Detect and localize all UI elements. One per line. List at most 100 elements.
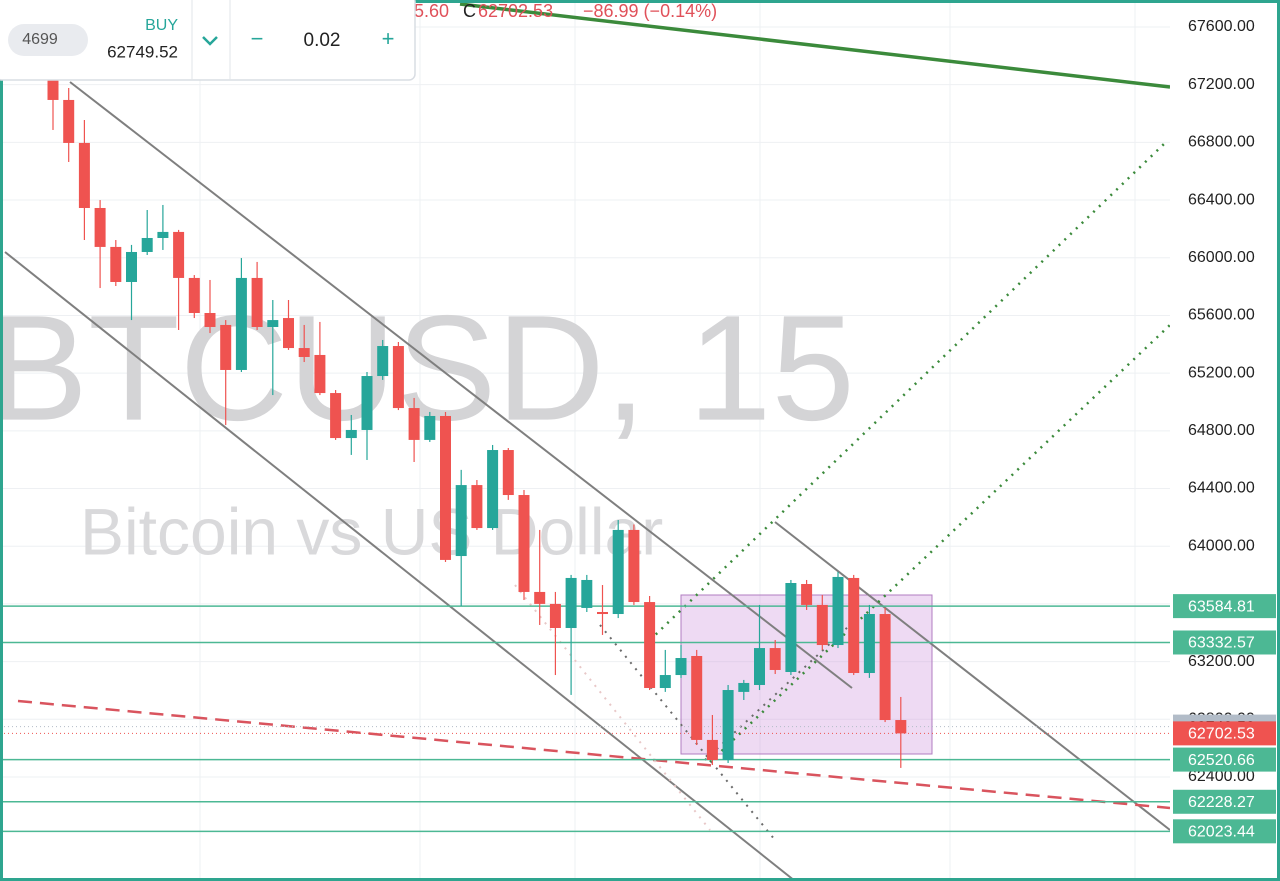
price-tags: 63584.81 63332.57 62520.66 62228.27 62023.44… <box>1173 594 1276 844</box>
candle-body <box>785 583 797 673</box>
buy-price[interactable]: 62749.52 <box>107 42 178 61</box>
candle-body <box>895 720 907 734</box>
candle-body <box>769 648 781 670</box>
price-level-label: 62520.66 <box>1188 752 1255 769</box>
price-levels <box>0 605 1170 833</box>
candle-body <box>330 393 342 439</box>
candle-body <box>738 682 750 692</box>
candle-body <box>173 231 185 278</box>
candle-body <box>722 690 734 760</box>
grid <box>0 26 1170 778</box>
y-tick-label: 66400.00 <box>1188 191 1255 208</box>
price-level-label-box <box>1173 630 1276 655</box>
candle-body <box>314 354 326 394</box>
candle-body <box>801 584 813 605</box>
legend-partial: 5.60 <box>414 1 449 21</box>
y-tick-label: 62400.00 <box>1188 768 1255 785</box>
candle-body <box>879 614 891 721</box>
candle-body <box>675 658 687 676</box>
legend-close: 62702.53 <box>478 1 553 21</box>
candle-body <box>157 231 169 238</box>
legend-change: −86.99 (−0.14%) <box>583 1 717 21</box>
candle-body <box>345 429 357 439</box>
candle-body <box>565 577 577 629</box>
y-tick-label: 63200.00 <box>1188 653 1255 670</box>
candle-body <box>644 602 656 689</box>
range-box <box>680 594 933 755</box>
trend-line <box>459 2 1171 89</box>
price-level-label-box <box>1173 789 1276 814</box>
ohlc-legend: 5.60 C 62702.53 −86.99 (−0.14%) <box>414 1 717 21</box>
minus-button[interactable]: − <box>251 26 264 51</box>
candle-body <box>455 485 467 557</box>
candle-body <box>597 611 608 615</box>
price-level-label-box <box>1173 747 1276 772</box>
y-tick-label: 64800.00 <box>1188 422 1255 439</box>
price-level-label-box <box>1173 594 1276 619</box>
y-tick-label: 67200.00 <box>1188 76 1255 93</box>
candle-body <box>298 348 310 357</box>
candle-body <box>659 675 671 689</box>
axis-labels: 62400.0062800.0063200.0063600.0064000.00… <box>1188 18 1255 785</box>
candle-body <box>220 324 232 370</box>
candle-body <box>471 485 483 529</box>
candles <box>47 75 907 768</box>
candle-body <box>848 577 860 674</box>
y-tick-label: 64000.00 <box>1188 537 1255 554</box>
candle-body <box>392 346 404 409</box>
candle-body <box>110 246 122 282</box>
candle-body <box>204 312 216 327</box>
dotted-line <box>709 324 1171 763</box>
y-tick-label: 66800.00 <box>1188 134 1255 151</box>
trend-line <box>69 81 853 689</box>
y-tick-label: 64400.00 <box>1188 480 1255 497</box>
candle-body <box>63 99 75 143</box>
price-level-label: 62228.27 <box>1188 794 1255 811</box>
y-tick-label: 66000.00 <box>1188 249 1255 266</box>
candle-body <box>832 576 844 646</box>
drawings <box>4 2 1171 881</box>
order-panel: 4699 BUY 62749.52 − 0.02 + <box>0 0 416 81</box>
candle-body <box>47 80 59 100</box>
candle-body <box>518 495 530 592</box>
candle-body <box>94 207 106 247</box>
vertical-grid <box>199 0 1136 881</box>
candle-body <box>424 415 436 440</box>
y-tick-label: 67600.00 <box>1188 18 1255 35</box>
candle-body <box>267 320 279 327</box>
quantity-pill[interactable] <box>8 24 88 56</box>
trend-line <box>4 251 796 881</box>
buy-label[interactable]: BUY <box>145 17 178 34</box>
chevron-button[interactable] <box>202 36 218 46</box>
candle-body <box>754 648 765 685</box>
last-price-label-box <box>1173 721 1276 746</box>
candle-body <box>361 376 373 430</box>
price-level-label: 63584.81 <box>1188 598 1255 615</box>
candle-body <box>141 237 153 252</box>
plus-button[interactable]: + <box>382 26 395 51</box>
last-price-label: 62702.53 <box>1188 726 1255 743</box>
candle-body <box>612 529 624 615</box>
price-level-label-box <box>1173 819 1276 844</box>
candle-body <box>502 450 514 496</box>
watermark-description: Bitcoin vs US Dollar <box>80 494 663 568</box>
quantity-badge: 4699 <box>22 31 58 48</box>
candle-body <box>251 277 263 327</box>
dashed-line <box>17 699 1171 810</box>
candle-body <box>691 655 703 740</box>
candle-body <box>549 603 561 629</box>
legend-close-key: C <box>463 1 476 21</box>
y-tick-label: 65200.00 <box>1188 364 1255 381</box>
candle-body <box>235 277 247 370</box>
price-level-label: 63332.57 <box>1188 635 1255 652</box>
candle-body <box>628 529 640 603</box>
candle-body <box>126 251 137 282</box>
trend-line <box>774 521 1171 831</box>
candle-body <box>440 415 451 560</box>
candle-body <box>487 450 499 529</box>
price-level-label: 62023.44 <box>1188 824 1255 841</box>
amount[interactable]: 0.02 <box>304 30 341 51</box>
